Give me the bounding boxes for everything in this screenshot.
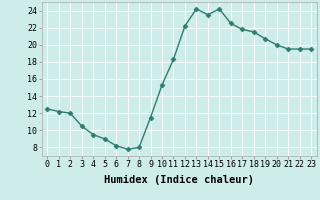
X-axis label: Humidex (Indice chaleur): Humidex (Indice chaleur) xyxy=(104,175,254,185)
